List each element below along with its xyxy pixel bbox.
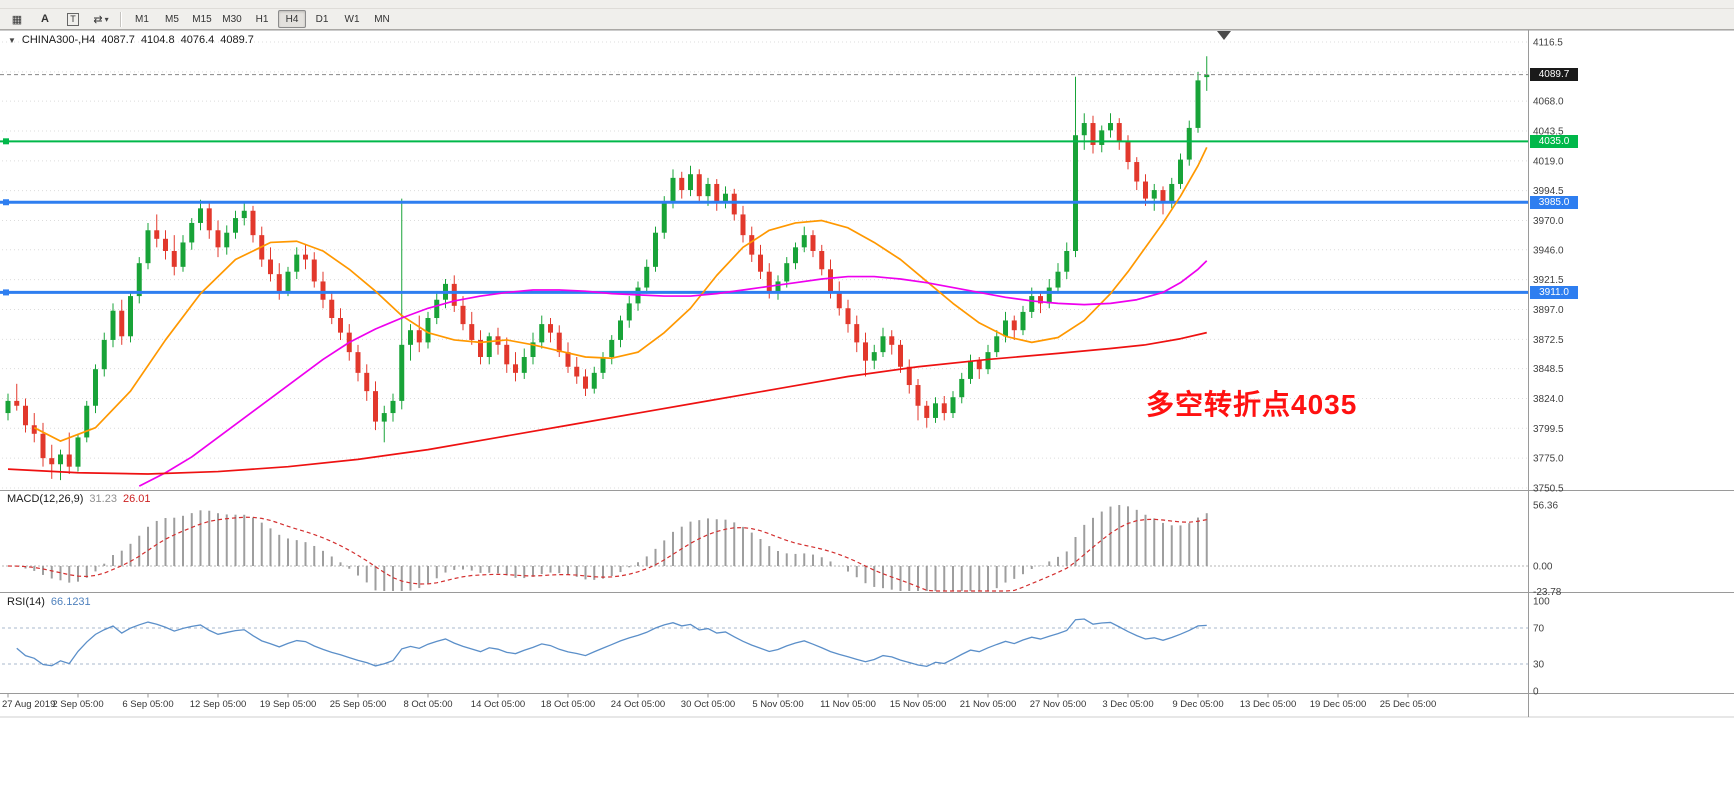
svg-text:3 Dec 05:00: 3 Dec 05:00 <box>1102 699 1153 710</box>
macd-signal-value: 26.01 <box>122 493 151 505</box>
collapse-triangle-icon[interactable]: ▼ <box>8 35 16 45</box>
ma-fast-line <box>33 147 1208 442</box>
ma-mid-line <box>138 260 1208 487</box>
svg-text:14 Oct 05:00: 14 Oct 05:00 <box>471 699 525 710</box>
svg-text:70: 70 <box>1533 624 1545 635</box>
price-axis-labels: 4116.5 4068.0 4043.5 4019.0 3994.5 3970.0 3946… <box>1533 38 1564 495</box>
timeframe-toolbar: M1 M5 M15 M30 H1 H4 D1 W1 MN <box>127 10 397 28</box>
svg-text:3994.5: 3994.5 <box>1533 186 1564 197</box>
svg-text:9 Dec 05:00: 9 Dec 05:00 <box>1172 699 1223 710</box>
svg-text:3799.5: 3799.5 <box>1533 424 1564 435</box>
svg-text:24 Oct 05:00: 24 Oct 05:00 <box>611 699 665 710</box>
svg-text:56.36: 56.36 <box>1533 501 1558 512</box>
window-top-strip <box>0 0 1734 9</box>
annotation-text[interactable]: 多空转折点4035 <box>1146 389 1358 420</box>
timeframe-button-d1[interactable]: D1 <box>315 13 329 25</box>
rsi-name: RSI(14) <box>7 596 45 608</box>
svg-text:25 Dec 05:00: 25 Dec 05:00 <box>1380 699 1437 710</box>
svg-text:3824.0: 3824.0 <box>1533 394 1564 405</box>
rsi-axis-labels: 100 70 30 0 <box>1533 597 1550 698</box>
svg-text:4043.5: 4043.5 <box>1533 126 1564 137</box>
turn-level-badge: 4035.0 <box>1530 134 1578 148</box>
svg-text:3897.0: 3897.0 <box>1533 305 1564 316</box>
timeframe-button-w1[interactable]: W1 <box>344 13 360 25</box>
lower-level-line[interactable] <box>0 289 1528 296</box>
svg-text:8 Oct 05:00: 8 Oct 05:00 <box>403 699 452 710</box>
timeframe-button-h1[interactable]: H1 <box>255 13 269 25</box>
macd-histogram <box>15 505 1208 591</box>
cycle-symbols-button[interactable]: ⇄ ▾ <box>88 10 114 29</box>
high-value: 4104.8 <box>140 34 175 46</box>
macd-name: MACD(12,26,9) <box>7 493 84 505</box>
rsi-line <box>16 618 1207 668</box>
chart-shift-marker[interactable] <box>1217 31 1231 40</box>
svg-text:-23.78: -23.78 <box>1533 587 1562 598</box>
open-value: 4087.7 <box>101 34 135 46</box>
cycle-symbols-icon: ⇄ <box>93 13 103 26</box>
svg-text:18 Oct 05:00: 18 Oct 05:00 <box>541 699 595 710</box>
timeframe-button-h4[interactable]: H4 <box>278 10 306 28</box>
svg-text:25 Sep 05:00: 25 Sep 05:00 <box>330 699 387 710</box>
svg-text:6 Sep 05:00: 6 Sep 05:00 <box>122 699 173 710</box>
svg-text:4019.0: 4019.0 <box>1533 156 1564 167</box>
svg-text:0: 0 <box>1533 687 1539 698</box>
svg-text:19 Dec 05:00: 19 Dec 05:00 <box>1310 699 1367 710</box>
text-tool-icon: T <box>67 12 79 26</box>
timeframe-button-m1[interactable]: M1 <box>135 13 149 25</box>
candlestick-series <box>5 56 1210 481</box>
macd-label: MACD(12,26,9) 31.23 26.01 <box>7 493 150 505</box>
svg-text:3750.5: 3750.5 <box>1533 484 1564 495</box>
turn-level-line[interactable] <box>0 138 1528 145</box>
svg-text:0.00: 0.00 <box>1533 562 1553 573</box>
timeframe-button-m15[interactable]: M15 <box>192 13 212 25</box>
pane-separators[interactable] <box>0 29 1734 718</box>
caret-down-icon: ▾ <box>104 14 109 24</box>
upper-level-line[interactable] <box>0 199 1528 206</box>
current-price-badge: 4089.7 <box>1530 68 1578 82</box>
symbol-timeframe-label: CHINA300-,H4 <box>21 34 96 46</box>
svg-text:15 Nov 05:00: 15 Nov 05:00 <box>890 699 947 710</box>
text-tool-button[interactable]: T <box>60 10 86 29</box>
svg-text:27 Nov 05:00: 27 Nov 05:00 <box>1030 699 1087 710</box>
text-label-icon[interactable]: A <box>41 13 49 25</box>
svg-text:3946.0: 3946.0 <box>1533 245 1564 256</box>
svg-text:27 Aug 2019: 27 Aug 2019 <box>2 699 55 710</box>
timeframe-button-m30[interactable]: M30 <box>222 13 242 25</box>
rsi-value: 66.1231 <box>50 596 91 608</box>
macd-signal-line <box>7 516 1207 592</box>
svg-text:19 Sep 05:00: 19 Sep 05:00 <box>260 699 317 710</box>
svg-text:12 Sep 05:00: 12 Sep 05:00 <box>190 699 247 710</box>
ma-slow-line <box>7 331 1207 475</box>
svg-text:3775.0: 3775.0 <box>1533 454 1564 465</box>
svg-text:11 Nov 05:00: 11 Nov 05:00 <box>820 699 876 710</box>
svg-text:13 Dec 05:00: 13 Dec 05:00 <box>1240 699 1297 710</box>
svg-text:3872.5: 3872.5 <box>1533 335 1564 346</box>
macd-axis-labels: 56.36 0.00 -23.78 <box>1533 501 1562 599</box>
svg-text:4068.0: 4068.0 <box>1533 97 1564 108</box>
svg-text:21 Nov 05:00: 21 Nov 05:00 <box>960 699 1017 710</box>
timeframe-button-mn[interactable]: MN <box>374 13 390 25</box>
svg-text:5 Nov 05:00: 5 Nov 05:00 <box>752 699 803 710</box>
close-value: 4089.7 <box>220 34 254 46</box>
lower-level-badge: 3911.0 <box>1530 285 1578 299</box>
svg-text:3970.0: 3970.0 <box>1533 216 1564 227</box>
svg-text:100: 100 <box>1533 597 1550 608</box>
svg-text:30 Oct 05:00: 30 Oct 05:00 <box>681 699 735 710</box>
timeframe-button-m5[interactable]: M5 <box>165 13 179 25</box>
svg-text:2 Sep 05:00: 2 Sep 05:00 <box>52 699 103 710</box>
upper-level-badge: 3985.0 <box>1530 195 1578 209</box>
svg-text:3921.5: 3921.5 <box>1533 275 1564 286</box>
toolbar-separator <box>120 11 122 27</box>
svg-text:30: 30 <box>1533 660 1545 671</box>
svg-text:3848.5: 3848.5 <box>1533 364 1564 375</box>
window-layout-icon[interactable]: ▦ <box>11 13 23 26</box>
macd-main-value: 31.23 <box>89 493 117 505</box>
svg-text:4116.5: 4116.5 <box>1533 38 1563 49</box>
chart-ohlc-label: ▼ CHINA300-,H4 4087.7 4104.8 4076.4 4089… <box>8 34 254 46</box>
rsi-label: RSI(14) 66.1231 <box>7 596 91 608</box>
low-value: 4076.4 <box>180 34 215 46</box>
